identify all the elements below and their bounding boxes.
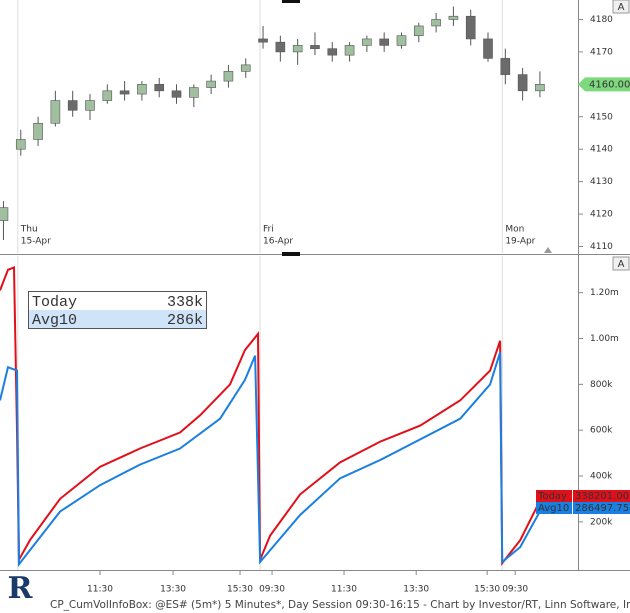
last-name: Avg10 — [538, 503, 569, 514]
candle-body — [448, 15, 459, 20]
scale-button-label[interactable]: A — [618, 259, 625, 270]
handle — [282, 0, 300, 3]
legend-name: Today — [32, 294, 77, 311]
x-tick-label: 09:30 — [259, 585, 285, 595]
candle-body — [258, 38, 268, 43]
candle-body — [275, 41, 286, 53]
y-tick-label: 4110 — [590, 242, 613, 252]
legend-row-bg — [29, 310, 206, 328]
x-tick-label: 09:30 — [502, 585, 528, 595]
last-value-box — [573, 502, 630, 514]
y-tick-label: 4120 — [590, 210, 613, 220]
x-tick-date: 15-Apr — [21, 237, 51, 247]
candle-body — [85, 100, 95, 111]
x-tick-label: 11:30 — [331, 585, 357, 595]
handle — [282, 252, 300, 256]
candle-body — [310, 45, 320, 49]
scale-button[interactable] — [612, 0, 630, 14]
candle-body — [379, 38, 389, 46]
candle-body — [119, 90, 130, 95]
x-tick-label: Thu — [20, 225, 38, 235]
last-price-label: 4160.00 — [589, 79, 630, 90]
candle-body — [500, 58, 511, 75]
candle-body — [431, 19, 441, 27]
last-value: 338201.00 — [575, 491, 629, 502]
candle-body — [240, 64, 251, 72]
x-tick-label: 15:30 — [227, 585, 253, 595]
candle-body — [33, 122, 43, 140]
candle-body — [535, 84, 545, 92]
candle-body — [15, 139, 26, 150]
candle-body — [413, 25, 424, 36]
last-price-marker — [578, 77, 630, 92]
candle-body — [223, 71, 234, 82]
candle-body — [292, 45, 303, 53]
x-tick-label: 11:30 — [87, 585, 113, 595]
legend-value: 338k — [167, 294, 203, 311]
y-tick-label: 4140 — [590, 145, 613, 155]
y-tick-label: 4150 — [590, 112, 613, 122]
candle-body — [396, 35, 407, 46]
series-line — [0, 266, 546, 566]
candle-body — [171, 90, 182, 98]
y-tick-label: 800k — [590, 380, 613, 390]
scale-button[interactable] — [612, 256, 630, 271]
footer: CP_CumVolInfoBox: @ES# (5m*) 5 Minutes*,… — [50, 599, 630, 611]
logo-box — [2, 574, 42, 610]
candle-body — [483, 38, 493, 59]
x-tick-date: 19-Apr — [505, 237, 535, 247]
candle-body — [206, 80, 216, 88]
series-line — [0, 352, 546, 568]
y-tick-label: 4130 — [590, 177, 613, 187]
y-tick-label: 4170 — [590, 47, 613, 57]
candle-body — [517, 74, 528, 92]
candle-body — [154, 84, 165, 92]
x-tick-label: 15:30 — [474, 585, 500, 595]
last-name: Today — [537, 491, 567, 502]
x-tick-date: 16-Apr — [263, 237, 293, 247]
logo: R — [8, 571, 34, 606]
y-tick-label: 1.00m — [590, 334, 619, 344]
candle-body — [67, 100, 78, 111]
legend-value: 286k — [167, 312, 203, 329]
candle-body — [0, 207, 9, 221]
y-tick-label: 600k — [590, 426, 613, 436]
x-tick-label: Mon — [505, 225, 524, 235]
y-tick-label: 1.20m — [590, 288, 619, 298]
y-tick-label: 4180 — [590, 15, 613, 25]
scale-button-label[interactable]: A — [618, 2, 625, 13]
last-value-box — [573, 490, 630, 502]
candle-body — [344, 45, 355, 56]
candle-body — [189, 87, 199, 98]
candle-body — [137, 84, 147, 95]
candle-body — [50, 100, 61, 124]
scroll-marker — [544, 247, 552, 253]
x-tick-label: 13:30 — [403, 585, 429, 595]
y-tick-label: 200k — [590, 517, 613, 527]
candle-body — [327, 48, 338, 56]
candle-body — [362, 38, 372, 46]
legend-name: Avg10 — [32, 312, 77, 329]
last-value: 286497.75 — [575, 503, 629, 514]
last-name-box — [536, 490, 572, 502]
y-tick-label: 400k — [590, 472, 613, 482]
candle-body — [102, 90, 113, 101]
candle-body — [465, 15, 476, 40]
x-tick-label: 13:30 — [160, 585, 186, 595]
x-tick-label: Fri — [263, 225, 274, 235]
last-name-box — [536, 502, 572, 514]
